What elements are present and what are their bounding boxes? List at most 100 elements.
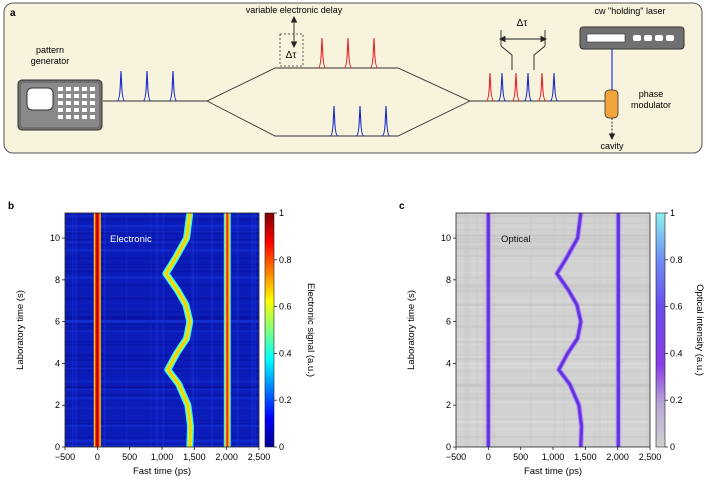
- colorbar-tick-label: 0.6: [670, 302, 683, 312]
- noise-streak: [456, 289, 650, 293]
- noise-streak: [456, 354, 650, 356]
- noise-column: [598, 213, 602, 447]
- trace-delayed-pulse: [556, 213, 583, 447]
- noise-streak: [65, 419, 259, 422]
- delay-tau-label: Δτ: [286, 50, 297, 61]
- cw-laser-label: cw "holding" laser: [595, 6, 666, 16]
- colorbar-tick-label: 1: [279, 208, 284, 218]
- noise-streak: [456, 247, 650, 250]
- noise-streak: [456, 401, 650, 403]
- noise-column: [71, 213, 74, 447]
- keypad-key: [74, 108, 79, 112]
- laser-icon: [579, 26, 685, 50]
- noise-streak: [456, 370, 650, 372]
- delayed-pulse: [343, 37, 353, 69]
- noise-streak: [65, 397, 259, 400]
- heatmap-b-inset-label: Electronic: [110, 234, 152, 245]
- colorbar-c-label: Optical intensity (a.u.): [694, 284, 705, 376]
- noise-streak: [65, 315, 259, 318]
- noise-column: [530, 213, 532, 447]
- noise-streak: [65, 270, 259, 273]
- noise-streak: [65, 297, 259, 300]
- heatmap-b-traces: [93, 213, 231, 447]
- combined-pulse-train: [485, 72, 559, 102]
- x-tick-label: −500: [55, 452, 75, 462]
- noise-streak: [456, 285, 650, 289]
- noise-column: [593, 213, 596, 447]
- noise-streak: [456, 283, 650, 287]
- noise-streak: [456, 254, 650, 257]
- combined-pulse-blue: [549, 72, 559, 102]
- cavity-arrow-icon: [608, 118, 616, 141]
- noise-streak: [65, 263, 259, 266]
- keypad-key: [58, 115, 63, 119]
- x-tick-label: 1,500: [183, 452, 206, 462]
- bracket-icon: [498, 30, 548, 70]
- noise-streak: [65, 422, 259, 424]
- keypad-key: [74, 115, 79, 119]
- delayed-pulse: [317, 37, 327, 69]
- noise-column: [103, 213, 106, 447]
- colorbar-tick-label: 0: [279, 442, 284, 452]
- noise-streak: [456, 215, 650, 218]
- x-tick-label: 1,500: [574, 452, 597, 462]
- heatmap-c-noise: [456, 213, 650, 447]
- keypad-key: [74, 101, 79, 105]
- direct-pulse: [381, 105, 391, 137]
- heatmap-b-xlabel: Fast time (ps): [133, 466, 191, 477]
- colorbar-tick-label: 0.8: [279, 255, 292, 265]
- noise-streak: [456, 325, 650, 329]
- noise-column: [466, 213, 468, 447]
- phase-modulator-label-line2: modulator: [631, 100, 671, 110]
- noise-streak: [65, 329, 259, 333]
- direct-pulse-train: [329, 105, 391, 137]
- noise-streak: [456, 238, 650, 241]
- x-tick-label: 1,000: [542, 452, 565, 462]
- noise-column: [150, 213, 152, 447]
- noise-streak: [456, 234, 650, 237]
- keypad-key: [82, 108, 87, 112]
- noise-streak: [65, 266, 259, 270]
- x-tick-label: 2,500: [248, 452, 271, 462]
- y-tick-label: 4: [446, 358, 451, 368]
- noise-streak: [65, 284, 259, 287]
- colorbar-tick-label: 1: [670, 208, 675, 218]
- input-pulse: [116, 70, 126, 102]
- y-tick-label: 6: [446, 317, 451, 327]
- y-tick-label: 10: [50, 233, 60, 243]
- noise-streak: [456, 228, 650, 231]
- noise-column: [606, 213, 609, 447]
- noise-streak: [65, 387, 259, 390]
- bracket-tau-label: Δτ: [517, 18, 528, 29]
- heatmap-b-noise: [65, 213, 259, 447]
- direct-pulse: [329, 105, 339, 137]
- noise-column: [476, 213, 479, 447]
- noise-streak: [456, 245, 650, 247]
- colorbar-tick-label: 0.8: [670, 255, 683, 265]
- colorbar-tick-label: 0.4: [279, 348, 292, 358]
- noise-streak: [456, 428, 650, 431]
- noise-streak: [65, 238, 259, 241]
- noise-streak: [65, 224, 259, 228]
- keypad-key: [90, 87, 95, 91]
- noise-streak: [456, 397, 650, 400]
- noise-column: [492, 213, 496, 447]
- panel-a-background: [3, 2, 703, 154]
- y-tick-label: 0: [55, 442, 60, 452]
- combined-pulse-red: [485, 72, 495, 102]
- noise-column: [646, 213, 649, 447]
- noise-column: [162, 213, 165, 447]
- keypad-key: [74, 94, 79, 98]
- keypad-key: [66, 108, 71, 112]
- y-tick-label: 2: [446, 400, 451, 410]
- combined-pulse-red: [537, 72, 547, 102]
- noise-streak: [65, 359, 259, 361]
- noise-streak: [65, 380, 259, 383]
- colorbar-tick-label: 0.6: [279, 302, 292, 312]
- noise-column: [466, 213, 470, 447]
- x-tick-label: 2,500: [639, 452, 662, 462]
- panel-c-label: c: [399, 201, 405, 212]
- noise-column: [236, 213, 239, 447]
- keypad-key: [74, 87, 79, 91]
